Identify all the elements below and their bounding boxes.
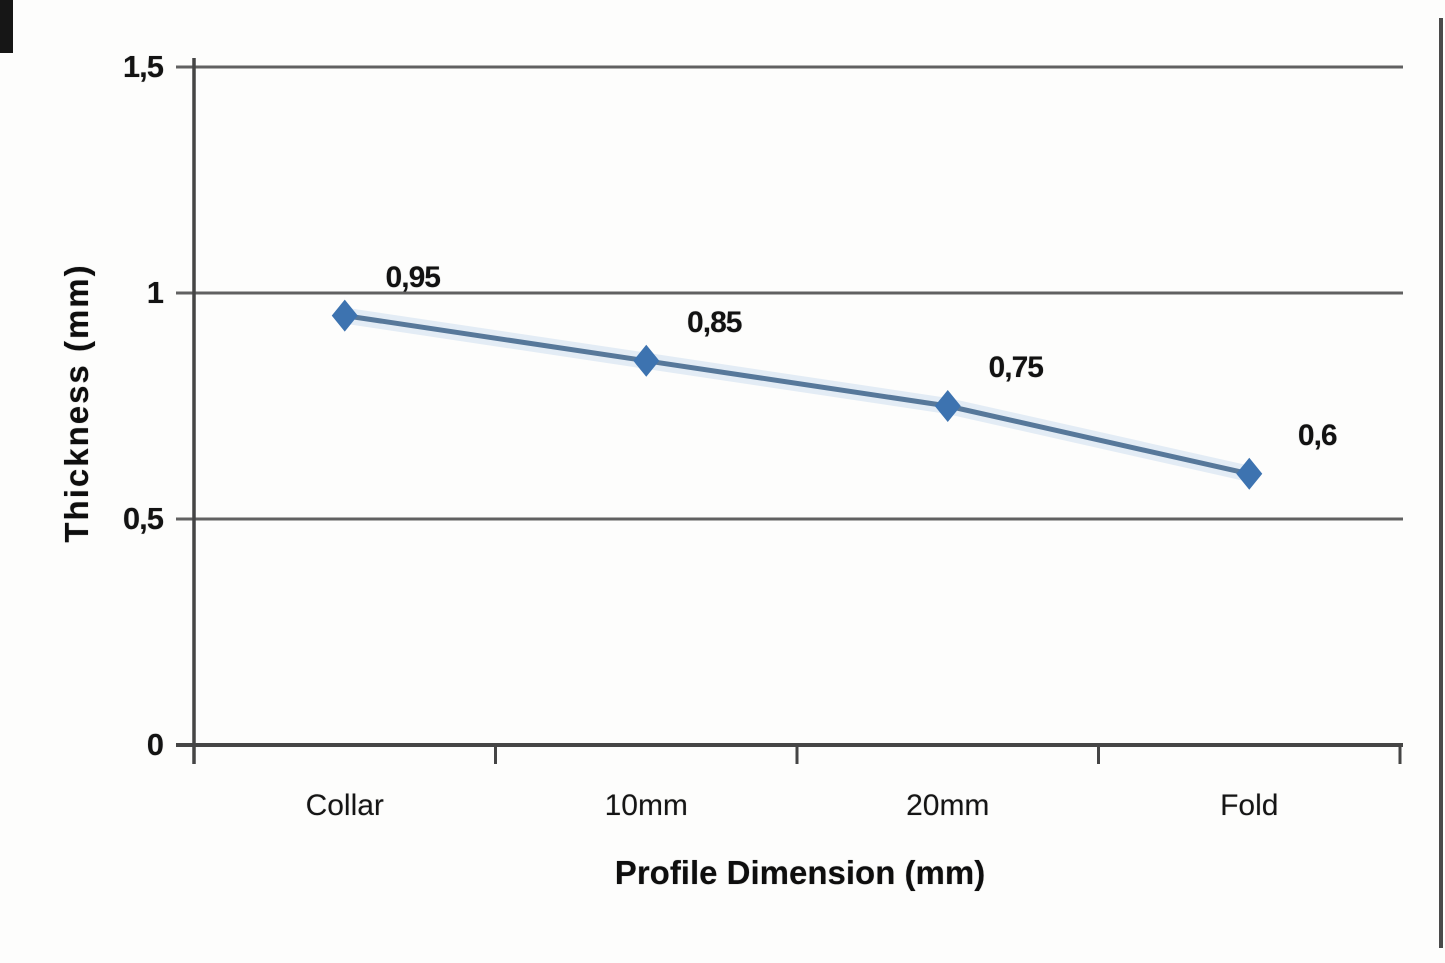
x-category-label: 20mm bbox=[906, 789, 990, 822]
x-category-label: Fold bbox=[1220, 789, 1279, 822]
x-axis-title: Profile Dimension (mm) bbox=[614, 854, 986, 891]
marker-diamond bbox=[633, 344, 660, 377]
x-category-label: Collar bbox=[305, 789, 384, 822]
y-tick-label: 0 bbox=[146, 727, 164, 762]
scan-artifact-right-edge-bar bbox=[1439, 18, 1443, 948]
point-data-label: 0,85 bbox=[687, 305, 742, 339]
marker-diamond bbox=[331, 299, 358, 332]
series-line-halo bbox=[336, 307, 1258, 482]
point-data-label: 0,95 bbox=[385, 260, 441, 294]
y-tick-label: 1 bbox=[146, 275, 164, 310]
x-category-label: 10mm bbox=[604, 789, 688, 822]
marker-diamond bbox=[934, 390, 961, 422]
point-data-label: 0,6 bbox=[1297, 418, 1338, 452]
series-line bbox=[342, 313, 1252, 477]
scan-artifact-corner-bar bbox=[0, 0, 13, 53]
marker-diamond bbox=[1236, 457, 1263, 490]
y-tick-label: 0,5 bbox=[122, 501, 164, 536]
y-tick-label: 1,5 bbox=[122, 49, 164, 84]
point-data-label: 0,75 bbox=[988, 351, 1044, 384]
